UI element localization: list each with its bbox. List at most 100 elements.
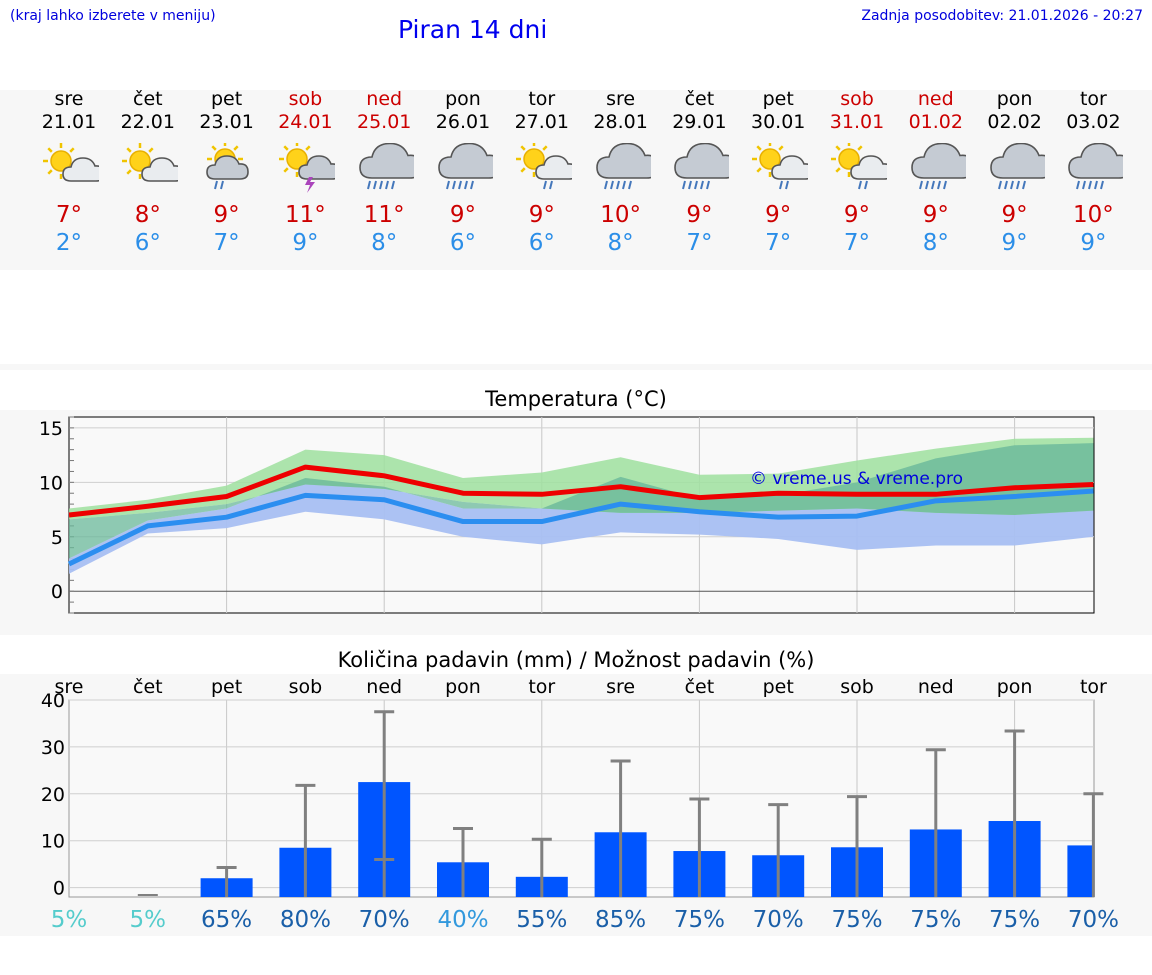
- precipitation-probability-label: 5%: [130, 907, 167, 933]
- precipitation-x-tick-label: pet: [763, 676, 794, 698]
- precipitation-probability-label: 5%: [51, 907, 88, 933]
- day-name: čet: [133, 88, 163, 110]
- day-date: 03.02: [1066, 111, 1121, 133]
- sun-light-rain-icon: [728, 143, 828, 193]
- max-temperature: 9°: [528, 202, 555, 228]
- precipitation-probability-label: 75%: [989, 907, 1040, 933]
- day-name: pon: [996, 88, 1033, 110]
- location-hint-link[interactable]: (kraj lahko izberete v meniju): [10, 8, 216, 24]
- precipitation-x-tick-label: čet: [685, 676, 715, 698]
- precipitation-x-tick-label: pon: [997, 676, 1033, 698]
- temperature-chart-title: Temperatura (°C): [485, 387, 667, 411]
- min-temperature: 7°: [765, 230, 792, 256]
- min-temperature: 9°: [1001, 230, 1028, 256]
- day-name: tor: [1079, 88, 1107, 110]
- temperature-y-tick-label: 0: [51, 581, 63, 603]
- temperature-y-tick-label: 10: [39, 472, 63, 494]
- partly-cloudy-icon: [19, 143, 119, 193]
- min-temperature: 8°: [607, 230, 634, 256]
- precipitation-probability-label: 75%: [831, 907, 882, 933]
- day-date: 23.01: [199, 111, 254, 133]
- watermark-text: © vreme.us & vreme.pro: [750, 469, 963, 489]
- rain-cloud-icon: [571, 143, 671, 193]
- precipitation-probability-label: 65%: [201, 907, 252, 933]
- precipitation-probability-label: 70%: [359, 907, 410, 933]
- precipitation-bar: [1067, 845, 1094, 897]
- rain-cloud-icon: [334, 143, 434, 193]
- day-date: 22.01: [120, 111, 175, 133]
- day-name: pon: [445, 88, 481, 110]
- min-temperature: 9°: [292, 230, 319, 256]
- precipitation-x-tick-label: čet: [133, 676, 163, 698]
- day-name: ned: [917, 88, 954, 110]
- rain-cloud-icon: [965, 143, 1065, 193]
- day-date: 24.01: [278, 111, 333, 133]
- max-temperature: 10°: [600, 202, 641, 228]
- precipitation-probability-label: 70%: [753, 907, 804, 933]
- day-date: 27.01: [514, 111, 569, 133]
- precipitation-y-tick-label: 10: [41, 831, 65, 853]
- day-name: ned: [366, 88, 403, 110]
- precipitation-probability-label: 80%: [280, 907, 331, 933]
- day-name: sre: [606, 88, 636, 110]
- day-column: sob 31.01 9° 7°: [807, 88, 907, 257]
- max-temperature: 11°: [363, 202, 405, 228]
- partly-cloudy-icon: [98, 143, 198, 193]
- day-column: tor 03.02 10° 9°: [1043, 88, 1143, 257]
- precipitation-y-tick-label: 20: [41, 784, 65, 806]
- max-temperature: 9°: [843, 202, 871, 228]
- max-temperature: 8°: [134, 202, 161, 228]
- day-column: pon 26.01 9° 6°: [413, 88, 513, 257]
- day-date: 26.01: [435, 111, 491, 133]
- day-date: 30.01: [750, 111, 806, 133]
- precipitation-chart-title: Količina padavin (mm) / Možnost padavin …: [337, 648, 815, 672]
- sun-light-rain-icon: [492, 143, 592, 193]
- day-date: 29.01: [672, 111, 727, 133]
- sun-thunder-icon: [255, 143, 355, 193]
- precipitation-x-tick-label: sre: [55, 676, 84, 698]
- day-column: pon 02.02 9° 9°: [965, 88, 1065, 257]
- divider: [0, 364, 1152, 370]
- overlap-range-band: [69, 443, 1094, 559]
- temperature-y-tick-label: 15: [39, 418, 63, 440]
- day-column: ned 25.01 11° 8°: [334, 88, 434, 257]
- day-column: ned 01.02 9° 8°: [886, 88, 986, 257]
- day-date: 31.01: [829, 111, 885, 133]
- min-temperature: 7°: [686, 230, 713, 256]
- day-date: 02.02: [987, 111, 1042, 133]
- day-column: sre 28.01 10° 8°: [571, 88, 671, 257]
- day-column: čet 29.01 9° 7°: [649, 88, 749, 257]
- precipitation-y-tick-label: 30: [41, 737, 65, 759]
- rain-cloud-icon: [886, 143, 986, 193]
- min-temperature: 6°: [528, 230, 555, 256]
- max-temperature-line: [68, 464, 1094, 518]
- precipitation-x-tick-label: ned: [918, 676, 954, 698]
- sun-light-rain-icon: [807, 143, 907, 193]
- temperature-y-tick-label: 5: [51, 527, 63, 549]
- day-name: sob: [840, 88, 874, 110]
- min-temperature: 6°: [449, 230, 477, 256]
- max-temperature: 11°: [285, 202, 326, 228]
- max-temperature: 9°: [213, 202, 240, 228]
- day-date: 25.01: [356, 111, 412, 133]
- min-temperature: 7°: [843, 230, 871, 256]
- min-temperature: 2°: [55, 230, 83, 256]
- precipitation-probability-label: 70%: [1068, 907, 1119, 933]
- max-temperature: 10°: [1073, 202, 1114, 228]
- day-column: sob 24.01 11° 9°: [255, 88, 355, 257]
- precipitation-probability-label: 75%: [674, 907, 725, 933]
- sun-rain-icon: [177, 143, 277, 193]
- precipitation-x-tick-label: ned: [366, 676, 402, 698]
- last-updated: Zadnja posodobitev: 21.01.2026 - 20:27: [861, 8, 1143, 24]
- min-temperature: 8°: [371, 230, 398, 256]
- day-name: tor: [528, 88, 556, 110]
- precipitation-probability-label: 85%: [595, 907, 646, 933]
- rain-cloud-icon: [1043, 143, 1143, 193]
- day-name: sre: [54, 88, 84, 110]
- min-temperature-line: [67, 488, 1094, 567]
- precipitation-probability-label: 55%: [516, 907, 567, 933]
- max-temperature: 9°: [1001, 202, 1028, 228]
- precipitation-x-tick-label: pon: [445, 676, 481, 698]
- precipitation-x-tick-label: pet: [211, 676, 242, 698]
